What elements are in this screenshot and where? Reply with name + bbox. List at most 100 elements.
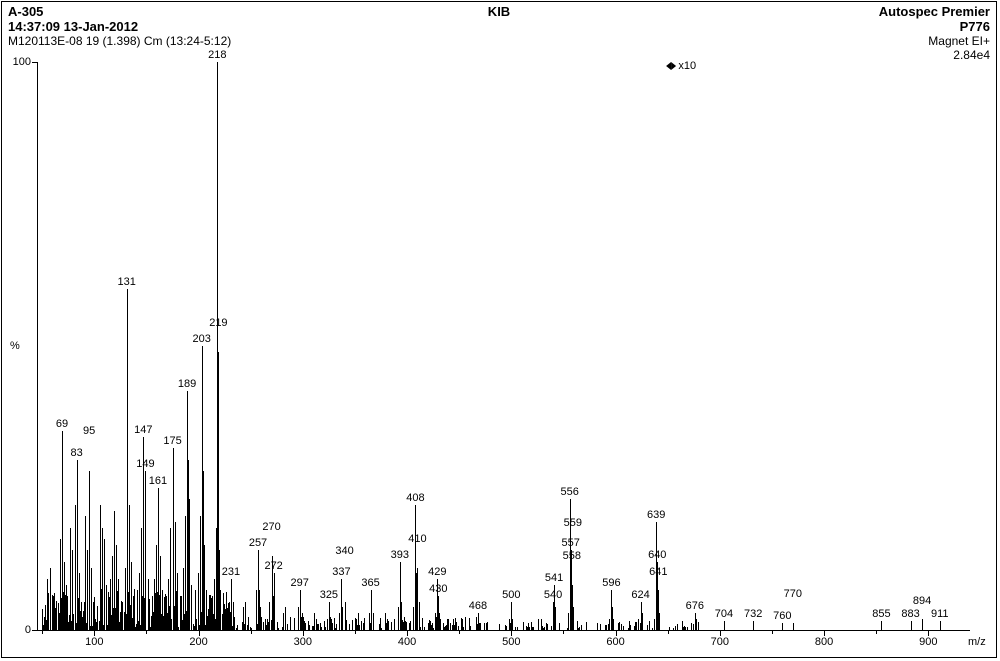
spectrum-peak <box>940 621 941 630</box>
x-tick-label: 700 <box>711 636 729 648</box>
peak-label: 641 <box>649 566 667 578</box>
peak-label: 556 <box>561 486 579 498</box>
peak-label: 272 <box>264 560 282 572</box>
spectrum-peak <box>106 585 107 630</box>
noise-peak <box>278 628 279 630</box>
noise-peak <box>547 624 548 630</box>
spectrum-peak <box>398 607 399 630</box>
spectrum-peak <box>274 573 275 630</box>
noise-peak <box>597 623 598 630</box>
spectrum-peak <box>129 505 130 630</box>
spectrum-peak <box>358 613 359 630</box>
noise-peak <box>579 627 580 630</box>
noise-peak <box>677 624 678 630</box>
y-tick-label: 100 <box>6 56 31 68</box>
noise-peak <box>517 627 518 630</box>
spectrum-peak <box>200 516 201 630</box>
spectrum-peak <box>439 613 440 630</box>
peak-label: 559 <box>564 517 582 529</box>
noise-peak <box>234 617 235 630</box>
spectrum-peak <box>654 619 655 630</box>
spectrum-peak <box>85 516 86 630</box>
spectrum-peak <box>316 619 317 630</box>
peak-label: 131 <box>117 276 135 288</box>
noise-peak <box>484 623 485 630</box>
spectrum-peak <box>175 522 176 630</box>
noise-peak <box>422 618 423 630</box>
noise-peak <box>290 617 291 630</box>
spectrum-peak <box>162 590 163 630</box>
noise-peak <box>465 617 466 630</box>
spectrum-peak <box>160 556 161 630</box>
peak-label: 640 <box>648 549 666 561</box>
peak-label: 468 <box>469 600 487 612</box>
spectrum-peak <box>369 613 370 630</box>
spectrum-peak <box>613 619 614 630</box>
y-tick-label: 0 <box>6 624 31 636</box>
spectrum-peak <box>133 596 134 630</box>
spectrum-peak <box>198 573 199 630</box>
spectrum-peak <box>724 621 725 630</box>
noise-peak <box>523 622 524 630</box>
spectrum-peak <box>60 539 61 630</box>
noise-peak <box>332 623 333 630</box>
spectrum-peak <box>195 596 196 630</box>
spectrum-peak <box>401 602 402 630</box>
peak-label: 337 <box>332 566 350 578</box>
x-tick <box>251 630 252 634</box>
spectrum-peak <box>385 613 386 630</box>
spectrum-peak <box>104 539 105 630</box>
x-tick <box>772 630 773 634</box>
spectrum-peak <box>66 585 67 630</box>
noise-peak <box>433 628 434 630</box>
spectrum-peak <box>139 573 140 630</box>
noise-peak <box>237 625 238 630</box>
noise-peak <box>448 619 449 630</box>
noise-peak <box>251 628 252 630</box>
spectrum-peak <box>112 556 113 630</box>
noise-peak <box>636 622 637 630</box>
spectrum-peak <box>50 568 51 630</box>
x-tick-label: 100 <box>85 636 103 648</box>
peak-label: 883 <box>901 608 919 620</box>
spectrum-peak <box>642 613 643 630</box>
peak-label: 624 <box>631 589 649 601</box>
noise-peak <box>263 622 264 630</box>
peak-label: 704 <box>715 608 733 620</box>
spectrum-peak <box>220 596 221 630</box>
magnify-marker: x10 <box>666 60 696 72</box>
noise-peak <box>529 627 530 630</box>
peak-label: 855 <box>872 608 890 620</box>
spectrum-peak <box>137 590 138 630</box>
spectrum-peak <box>300 590 301 630</box>
noise-peak <box>687 627 688 630</box>
spectrum-peak <box>53 596 54 630</box>
spectrum-peak <box>509 619 510 630</box>
noise-peak <box>381 628 382 630</box>
spectrum-peak <box>181 596 182 630</box>
noise-peak <box>675 626 676 630</box>
spectrum-plot: 0100%100200300400500600700800900m/z69839… <box>2 2 998 659</box>
noise-peak <box>410 621 411 630</box>
noise-peak <box>391 622 392 630</box>
spectrum-peak <box>373 613 374 630</box>
noise-peak <box>506 626 507 630</box>
x-tick-label: 500 <box>502 636 520 648</box>
peak-label: 218 <box>208 49 226 61</box>
spectrum-peak <box>204 545 205 630</box>
noise-peak <box>623 626 624 630</box>
x-tick-label: 400 <box>398 636 416 648</box>
spectrum-peak <box>47 579 48 630</box>
spectrum-peak <box>212 596 213 630</box>
spectrum-peak <box>168 579 169 630</box>
spectrum-peak <box>911 621 912 630</box>
peak-label: 429 <box>428 566 446 578</box>
peak-label: 95 <box>83 425 95 437</box>
spectrum-peak <box>659 613 660 630</box>
spectrum-peak <box>229 602 230 630</box>
peak-label: 541 <box>545 572 563 584</box>
noise-peak <box>621 624 622 630</box>
peak-label: 558 <box>563 550 581 562</box>
spectrum-peak <box>72 550 73 630</box>
noise-peak <box>559 623 560 630</box>
